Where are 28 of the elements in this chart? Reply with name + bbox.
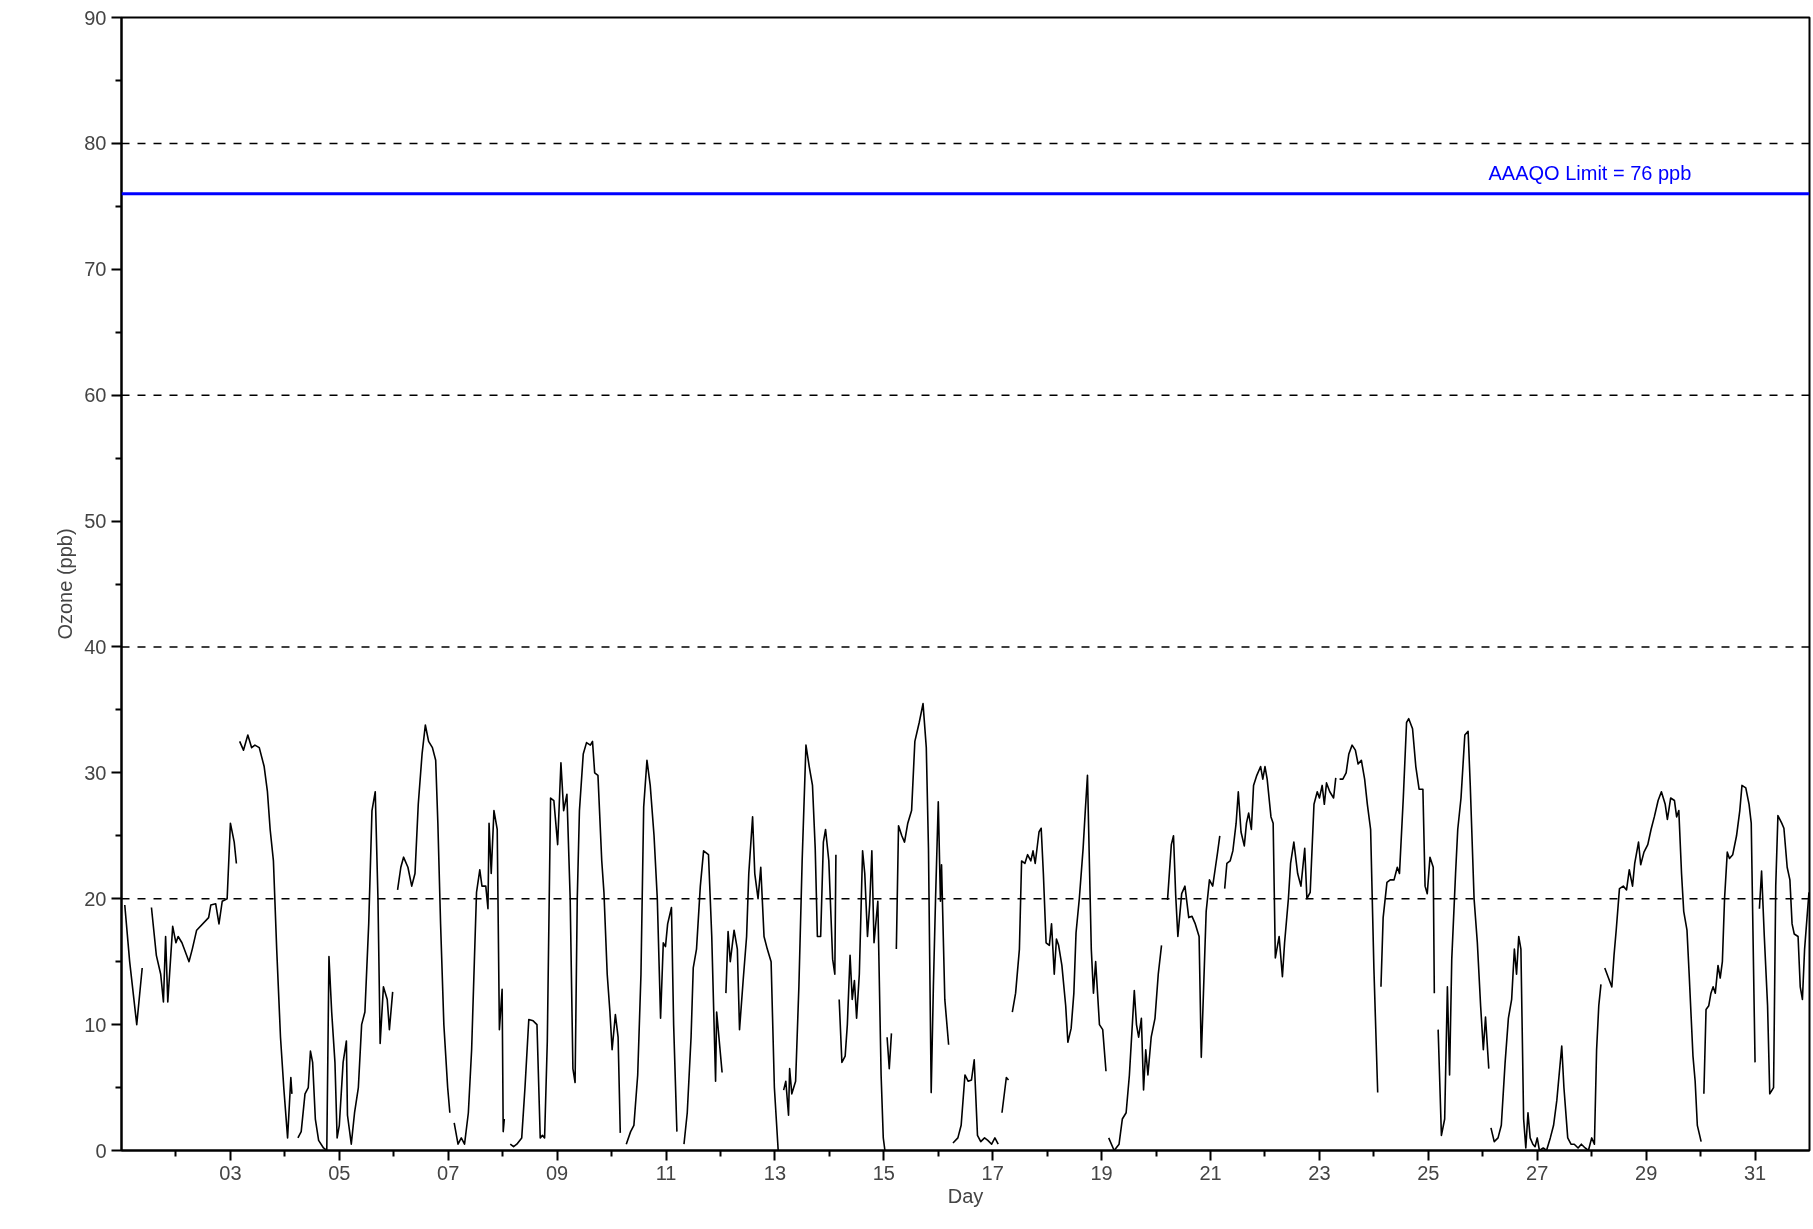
y-tick-label: 30 bbox=[84, 761, 107, 784]
x-axis-title: Day bbox=[947, 1184, 984, 1207]
y-tick-label: 50 bbox=[84, 510, 107, 533]
x-tick-label: 29 bbox=[1635, 1161, 1658, 1184]
x-tick-label: 19 bbox=[1090, 1161, 1113, 1184]
x-tick-label: 07 bbox=[437, 1161, 460, 1184]
y-tick-label: 90 bbox=[84, 6, 107, 29]
y-tick-label: 80 bbox=[84, 132, 107, 155]
y-axis-title: Ozone (ppb) bbox=[54, 528, 77, 640]
x-tick-label: 17 bbox=[981, 1161, 1004, 1184]
x-tick-label: 11 bbox=[655, 1161, 677, 1184]
x-tick-label: 21 bbox=[1199, 1161, 1222, 1184]
x-tick-label: 23 bbox=[1308, 1161, 1331, 1184]
y-tick-label: 40 bbox=[84, 635, 107, 658]
x-tick-label: 27 bbox=[1526, 1161, 1549, 1184]
ref-line-label: AAAQO Limit = 76 ppb bbox=[1488, 161, 1692, 184]
x-tick-label: 03 bbox=[219, 1161, 242, 1184]
x-tick-label: 15 bbox=[872, 1161, 895, 1184]
y-tick-label: 10 bbox=[84, 1013, 107, 1036]
y-tick-label: 60 bbox=[84, 384, 107, 407]
y-tick-label: 20 bbox=[84, 887, 107, 910]
x-tick-label: 31 bbox=[1743, 1161, 1767, 1184]
x-tick-label: 25 bbox=[1417, 1161, 1440, 1184]
y-tick-label: 70 bbox=[84, 258, 107, 281]
x-tick-label: 13 bbox=[763, 1161, 787, 1184]
x-tick-label: 09 bbox=[545, 1161, 569, 1184]
y-tick-label: 0 bbox=[95, 1139, 107, 1162]
x-tick-label: 05 bbox=[328, 1161, 351, 1184]
